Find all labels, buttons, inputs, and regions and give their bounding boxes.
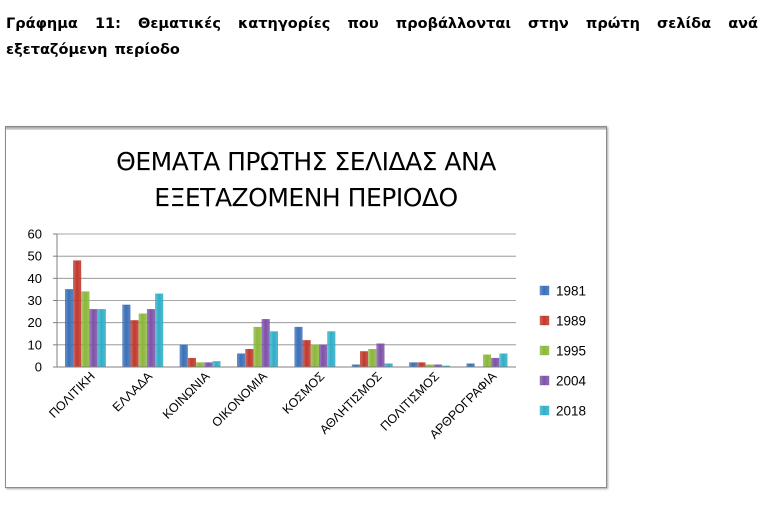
bar-2018 <box>212 361 221 368</box>
bar-1995 <box>196 362 205 368</box>
bar-1981 <box>122 304 131 368</box>
bar-1989 <box>417 362 426 368</box>
bar-1995 <box>310 344 319 368</box>
bar-2004 <box>261 319 270 368</box>
x-category-label: ΠΟΛΙΤΙΣΜΟΣ <box>378 369 443 434</box>
y-tick-label: 20 <box>28 315 42 330</box>
bar-1995 <box>138 313 147 368</box>
bar-2004 <box>89 309 98 368</box>
bar-1989 <box>187 357 196 368</box>
chart-title-line-1: ΘΕΜΑΤΑ ΠΡΩΤΗΣ ΣΕΛΙΔΑΣ ΑΝΑ <box>116 147 496 176</box>
bars <box>64 260 508 368</box>
bar-chart: ΘΕΜΑΤΑ ΠΡΩΤΗΣ ΣΕΛΙΔΑΣ ΑΝΑ ΕΞΕΤΑΖΟΜΕΝΗ ΠΕ… <box>28 147 587 442</box>
legend-swatch <box>539 285 550 296</box>
bar-1989 <box>360 351 369 368</box>
bar-2018 <box>327 331 336 368</box>
x-category-label: ΠΟΛΙΤΙΚΗ <box>46 369 97 420</box>
legend-label: 2004 <box>556 374 587 389</box>
legend-swatch <box>539 345 550 356</box>
bar-1989 <box>130 320 139 368</box>
y-tick-label: 40 <box>28 271 42 286</box>
y-tick-label: 0 <box>35 360 42 375</box>
legend-swatch <box>539 405 550 416</box>
legend-label: 1995 <box>556 344 586 359</box>
legend-swatch <box>539 315 550 326</box>
bar-1995 <box>81 291 90 368</box>
bar-1981 <box>409 362 418 368</box>
legend-label: 1981 <box>556 284 586 299</box>
bar-2004 <box>146 309 155 368</box>
x-category-label: ΟΙΚΟΝΟΜΙΑ <box>209 369 270 430</box>
x-category-label: ΚΟΣΜΟΣ <box>280 369 328 417</box>
legend-swatch <box>539 375 550 386</box>
bar-1995 <box>483 354 492 368</box>
bar-2018 <box>499 353 508 368</box>
legend-label: 1989 <box>556 314 586 329</box>
bar-1989 <box>73 260 82 368</box>
bar-2004 <box>204 362 213 368</box>
bar-2018 <box>155 293 164 368</box>
axes <box>53 233 516 368</box>
bar-2004 <box>376 343 385 368</box>
bar-2004 <box>319 344 328 368</box>
y-tick-label: 30 <box>28 293 42 308</box>
bar-1989 <box>302 340 311 368</box>
chart-title-line-2: ΕΞΕΤΑΖΟΜΕΝΗ ΠΕΡΙΟΔΟ <box>154 183 457 212</box>
bar-1981 <box>64 289 73 368</box>
bar-2018 <box>269 331 278 368</box>
figure-caption: Γράφημα 11: Θεματικές κατηγορίες που προ… <box>6 16 758 58</box>
x-category-label: ΚΟΙΝΩΝΙΑ <box>160 369 213 422</box>
y-axis-ticks: 0 10 20 30 40 50 60 <box>28 227 42 375</box>
bar-1989 <box>245 349 254 368</box>
bar-1995 <box>253 326 262 368</box>
chart-container: ΘΕΜΑΤΑ ΠΡΩΤΗΣ ΣΕΛΙΔΑΣ ΑΝΑ ΕΞΕΤΑΖΟΜΕΝΗ ΠΕ… <box>5 126 607 488</box>
legend-label: 2018 <box>556 404 586 419</box>
y-tick-label: 50 <box>28 249 42 264</box>
bar-1995 <box>368 349 377 368</box>
bar-1981 <box>294 326 303 368</box>
legend: 1981 1989 1995 2004 2018 <box>539 284 587 419</box>
bar-2018 <box>97 309 106 368</box>
x-category-label: ΕΛΛΑΔΑ <box>110 369 156 415</box>
y-tick-label: 60 <box>28 227 42 242</box>
bar-1981 <box>179 344 188 368</box>
bar-2004 <box>491 357 500 368</box>
y-tick-label: 10 <box>28 337 42 352</box>
bar-1981 <box>237 353 246 368</box>
